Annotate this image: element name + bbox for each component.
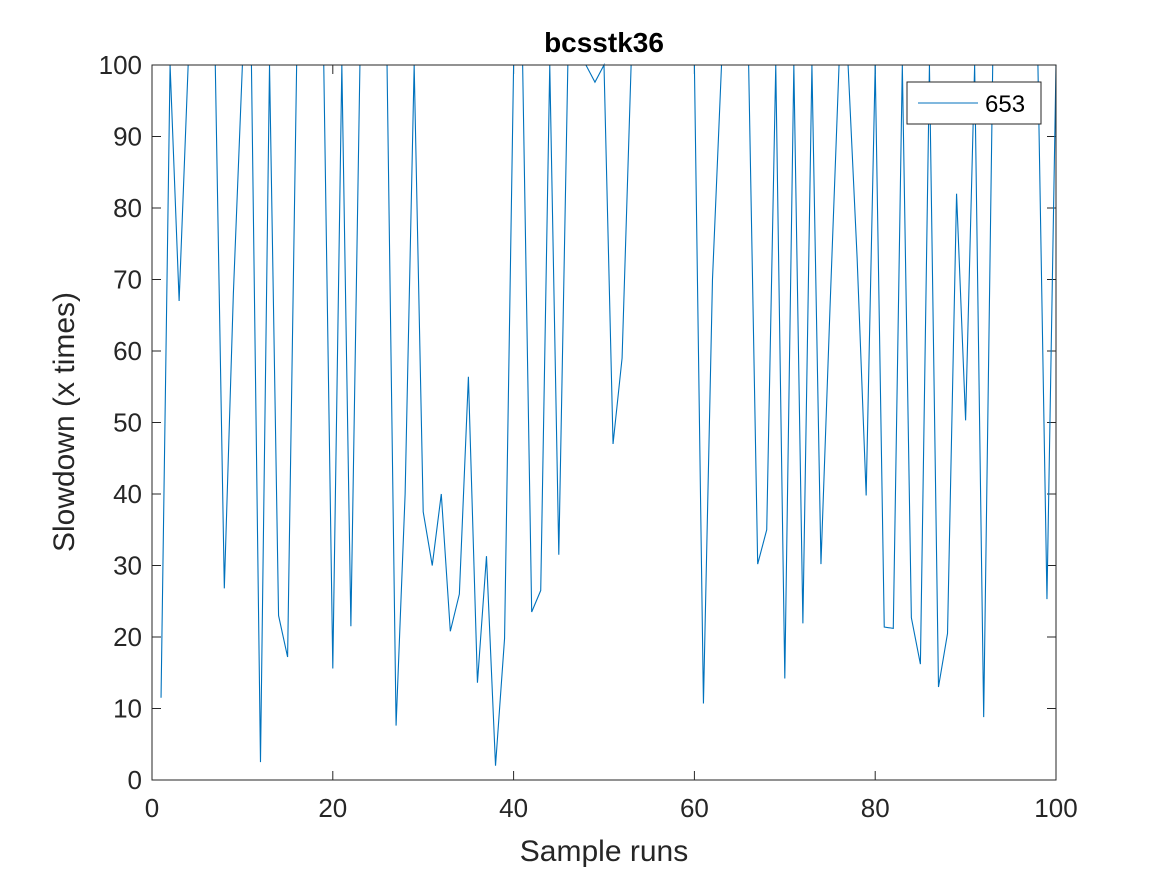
y-tick-label: 100 — [99, 50, 142, 80]
x-tick-label: 0 — [145, 793, 159, 823]
y-tick-label: 70 — [113, 265, 142, 295]
labels-layer: 0 20 40 60 80 100 0 10 20 30 40 50 60 70 80 90 100 — [99, 50, 1078, 823]
x-tick-label: 80 — [861, 793, 890, 823]
x-tick-label: 40 — [499, 793, 528, 823]
legend: 653 — [906, 81, 1042, 125]
plot-frame — [151, 64, 1057, 781]
y-tick-label: 60 — [113, 336, 142, 366]
x-tick-label: 20 — [318, 793, 347, 823]
x-axis-title: Sample runs — [520, 835, 688, 868]
y-tick-label: 20 — [113, 622, 142, 652]
y-tick-label: 30 — [113, 551, 142, 581]
y-tick-label: 10 — [113, 694, 142, 724]
y-tick-label: 90 — [113, 122, 142, 152]
plot-area — [152, 65, 1056, 780]
y-tick-label: 80 — [113, 193, 142, 223]
y-tick-label: 0 — [128, 765, 142, 795]
x-tick-label: 60 — [680, 793, 709, 823]
x-tick-label: 100 — [1034, 793, 1077, 823]
chart-title: bcsstk36 — [544, 27, 664, 58]
legend-label: 653 — [985, 91, 1025, 118]
y-axis-title: Slowdown (x times) — [48, 292, 81, 552]
y-tick-label: 50 — [113, 408, 142, 438]
y-tick-label: 40 — [113, 479, 142, 509]
